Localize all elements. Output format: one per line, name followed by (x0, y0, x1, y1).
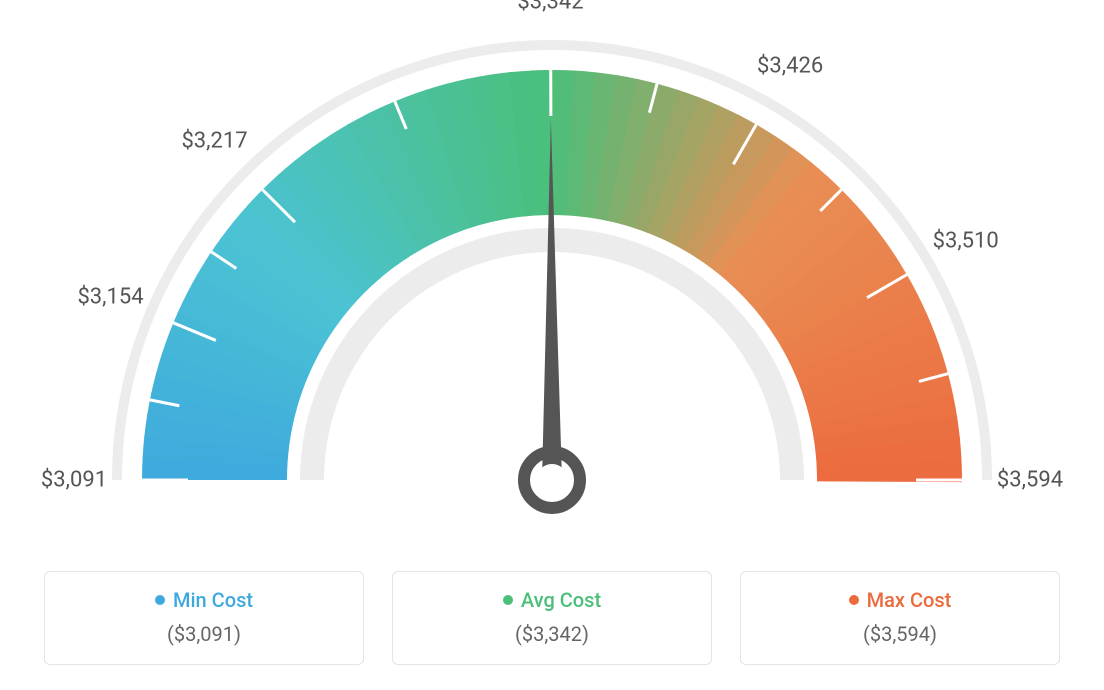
legend-max-value: ($3,594) (761, 622, 1039, 646)
gauge-tick-label: $3,594 (997, 468, 1063, 493)
legend-avg-dot (503, 595, 513, 605)
legend-min-value: ($3,091) (65, 622, 343, 646)
legend-min: Min Cost ($3,091) (44, 571, 364, 665)
gauge-chart: $3,091 $3,154 $3,217 $3,342 $3,426 $3,510 $3,5… (0, 0, 1104, 560)
gauge-tick-label: $3,342 (517, 0, 583, 15)
gauge-tick-label: $3,154 (77, 284, 143, 309)
legend-avg-value: ($3,342) (413, 622, 691, 646)
legend-min-title: Min Cost (155, 588, 253, 612)
gauge-tick-label: $3,510 (933, 228, 999, 253)
gauge-tick-label: $3,426 (757, 53, 823, 78)
legend-avg: Avg Cost ($3,342) (392, 571, 712, 665)
legend-max-dot (849, 595, 859, 605)
legend-avg-title: Avg Cost (503, 588, 601, 612)
gauge-tick-label: $3,217 (181, 129, 247, 154)
gauge-svg (0, 0, 1104, 560)
legend-max-label: Max Cost (867, 588, 952, 612)
legend-min-dot (155, 595, 165, 605)
legend-max-title: Max Cost (849, 588, 952, 612)
gauge-tick-label: $3,091 (41, 468, 107, 493)
legend-min-label: Min Cost (173, 588, 253, 612)
legend-avg-label: Avg Cost (521, 588, 601, 612)
legend-max: Max Cost ($3,594) (740, 571, 1060, 665)
legend-row: Min Cost ($3,091) Avg Cost ($3,342) Max … (0, 571, 1104, 665)
